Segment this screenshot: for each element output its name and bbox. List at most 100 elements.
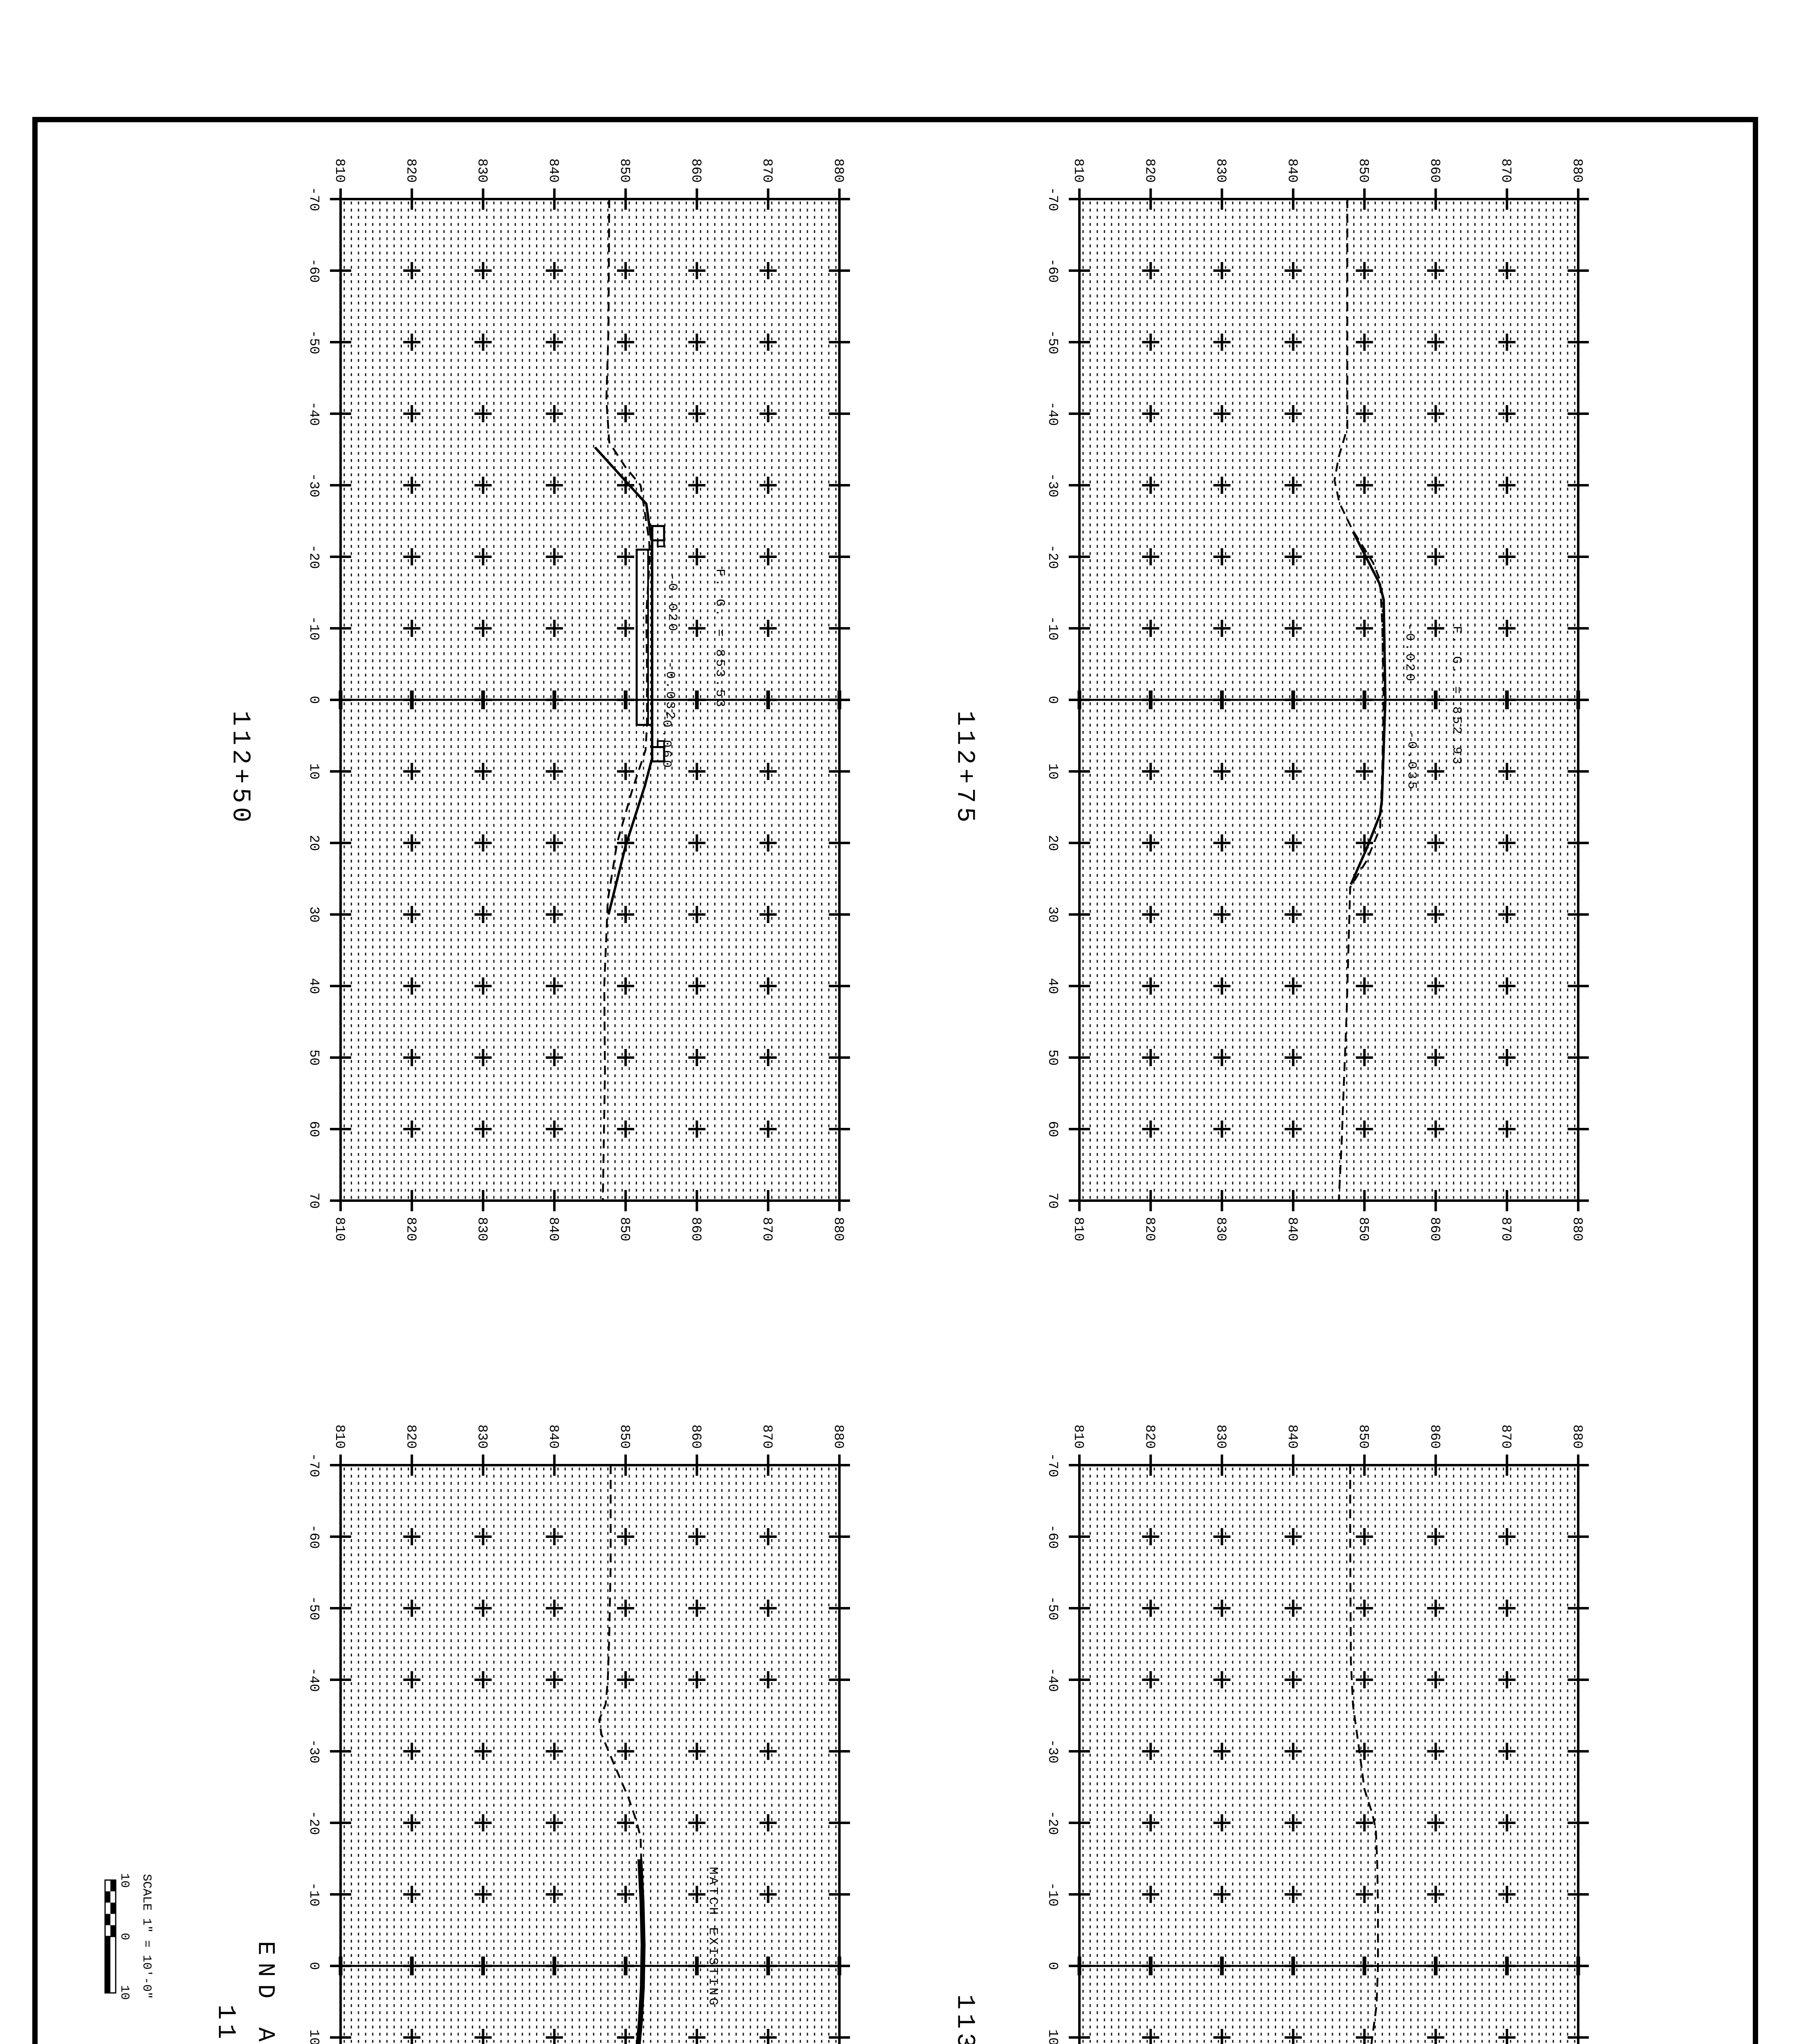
grid-plus-marks — [403, 262, 777, 1138]
elev-label-left: 860 — [688, 1425, 703, 1449]
plot-annotation: -0.020 — [1402, 623, 1417, 684]
elev-label-left: 880 — [1570, 1425, 1585, 1449]
offset-label: -10 — [1045, 1882, 1060, 1906]
elev-label-right: 810 — [332, 1217, 347, 1241]
elev-label-left: 860 — [1427, 159, 1442, 183]
offset-label: -20 — [1045, 545, 1060, 569]
station-label-113+00: 113+00 — [211, 2004, 240, 2044]
elev-label-right: 880 — [831, 1217, 846, 1241]
offset-label: -30 — [1045, 473, 1060, 497]
cross-section-plot-113+00: 8108108208208308308408408508508608608708… — [306, 1425, 850, 2044]
match-existing-line — [635, 1859, 646, 2044]
offset-label: 10 — [1045, 2029, 1060, 2044]
offset-label: -10 — [306, 616, 321, 640]
elev-label-left: 870 — [760, 159, 775, 183]
offset-label: -20 — [306, 545, 321, 569]
scale-label: SCALE 1" = 10'-0" — [139, 1874, 153, 1999]
elev-label-left: 830 — [1214, 1425, 1229, 1449]
elev-label-left: 820 — [1142, 1425, 1157, 1449]
elev-label-right: 830 — [1214, 1217, 1229, 1241]
existing-ground-line — [1333, 199, 1385, 1201]
elev-label-left: 840 — [1285, 1425, 1300, 1449]
offset-label: 40 — [1045, 978, 1060, 994]
offset-label: -50 — [306, 330, 321, 354]
scale-tick-mid: 0 — [117, 1932, 131, 1941]
elev-label-left: 830 — [475, 159, 490, 183]
elev-label-right: 820 — [403, 1217, 418, 1241]
grid-plus-marks — [1142, 1528, 1516, 2044]
cross-section-plot-112+75: 810 810 820 820 830 830 840 840 850 850 860 860 870 8… — [1045, 159, 1589, 1241]
elev-label-left: 810 — [1071, 1425, 1086, 1449]
offset-label: -50 — [1045, 330, 1060, 354]
elev-label-left: 850 — [1356, 1425, 1371, 1449]
bridge-rail-lip — [657, 539, 665, 547]
offset-label: 0 — [1045, 1962, 1060, 1970]
elev-label-left: 880 — [831, 1425, 846, 1449]
station-label-112+75: 112+75 — [950, 710, 980, 827]
offset-label: -70 — [306, 187, 321, 211]
elev-label-left: 820 — [403, 1425, 418, 1449]
offset-label: -40 — [1045, 401, 1060, 426]
elev-label-right: 840 — [546, 1217, 561, 1241]
elev-label-left: 840 — [546, 1425, 561, 1449]
offset-label: 30 — [306, 906, 321, 923]
offset-label: 60 — [1045, 1121, 1060, 1137]
offset-label: 70 — [306, 1192, 321, 1209]
plot-annotation: -0.020 — [665, 573, 679, 634]
offset-label: 0 — [1045, 696, 1060, 704]
elev-label-right: 880 — [1570, 1217, 1585, 1241]
cross-section-plot-112+50: 810 810 820 820 830 830 840 840 850 850 860 860 870 8… — [306, 159, 850, 1241]
elev-label-left: 840 — [1285, 159, 1300, 183]
plot-annotation: F. G. = 853.53 — [713, 569, 727, 709]
plot-annotation: -0.035 — [1404, 731, 1419, 792]
elev-label-left: 810 — [1071, 159, 1086, 183]
bridge-deck-slab — [635, 549, 653, 726]
offset-label: 40 — [306, 978, 321, 994]
offset-label: -30 — [1045, 1739, 1060, 1763]
elev-label-left: 850 — [617, 1425, 632, 1449]
elev-label-left: 880 — [831, 159, 846, 183]
elev-label-left: 850 — [1356, 159, 1371, 183]
offset-label: -60 — [1045, 258, 1060, 282]
elev-label-right: 860 — [1427, 1217, 1442, 1241]
elev-label-left: 840 — [546, 159, 561, 183]
offset-label: 30 — [1045, 906, 1060, 923]
elev-label-left: 870 — [760, 1425, 775, 1449]
offset-label: -20 — [306, 1811, 321, 1835]
elev-label-right: 860 — [688, 1217, 703, 1241]
cross-section-plot-113+25: 8108108208208308308408408508508608608708… — [1045, 1425, 1589, 2044]
elev-label-left: 880 — [1570, 159, 1585, 183]
offset-label: -60 — [1045, 1524, 1060, 1549]
offset-label: -40 — [306, 1667, 321, 1692]
elev-label-left: 860 — [1427, 1425, 1442, 1449]
elev-label-left: 820 — [1142, 159, 1157, 183]
existing-ground-line — [1341, 1465, 1379, 2044]
offset-label: 10 — [1045, 763, 1060, 780]
elev-label-right: 820 — [1142, 1217, 1157, 1241]
axis-ticks — [330, 1455, 850, 2044]
offset-label: -70 — [1045, 187, 1060, 211]
elev-label-left: 850 — [617, 159, 632, 183]
elev-label-left: 810 — [332, 159, 347, 183]
elev-label-right: 870 — [1498, 1217, 1514, 1241]
grid-plus-marks — [403, 1528, 777, 2044]
plot-annotation: -0.060 — [659, 710, 674, 770]
plot-annotation: F. G. = 852.93 — [1449, 626, 1464, 766]
offset-label: -10 — [1045, 616, 1060, 640]
offset-label: 10 — [306, 2029, 321, 2044]
offset-label: -30 — [306, 1739, 321, 1763]
elev-label-right: 840 — [1285, 1217, 1300, 1241]
elev-label-right: 870 — [760, 1217, 775, 1241]
elev-label-left: 870 — [1498, 159, 1514, 183]
station-label-112+50: 112+50 — [226, 710, 255, 827]
offset-label: 20 — [1045, 835, 1060, 851]
station-label-113+25: 113+25 — [951, 1994, 980, 2044]
elev-label-left: 830 — [475, 1425, 490, 1449]
axis-ticks — [330, 188, 850, 1211]
grid-plus-marks — [1142, 262, 1516, 1138]
offset-label: -30 — [306, 473, 321, 497]
elev-label-left: 870 — [1498, 1425, 1514, 1449]
elev-label-left: 830 — [1214, 159, 1229, 183]
offset-label: 50 — [1045, 1049, 1060, 1066]
end-approach-label: END APPROACH — [252, 1941, 278, 2044]
